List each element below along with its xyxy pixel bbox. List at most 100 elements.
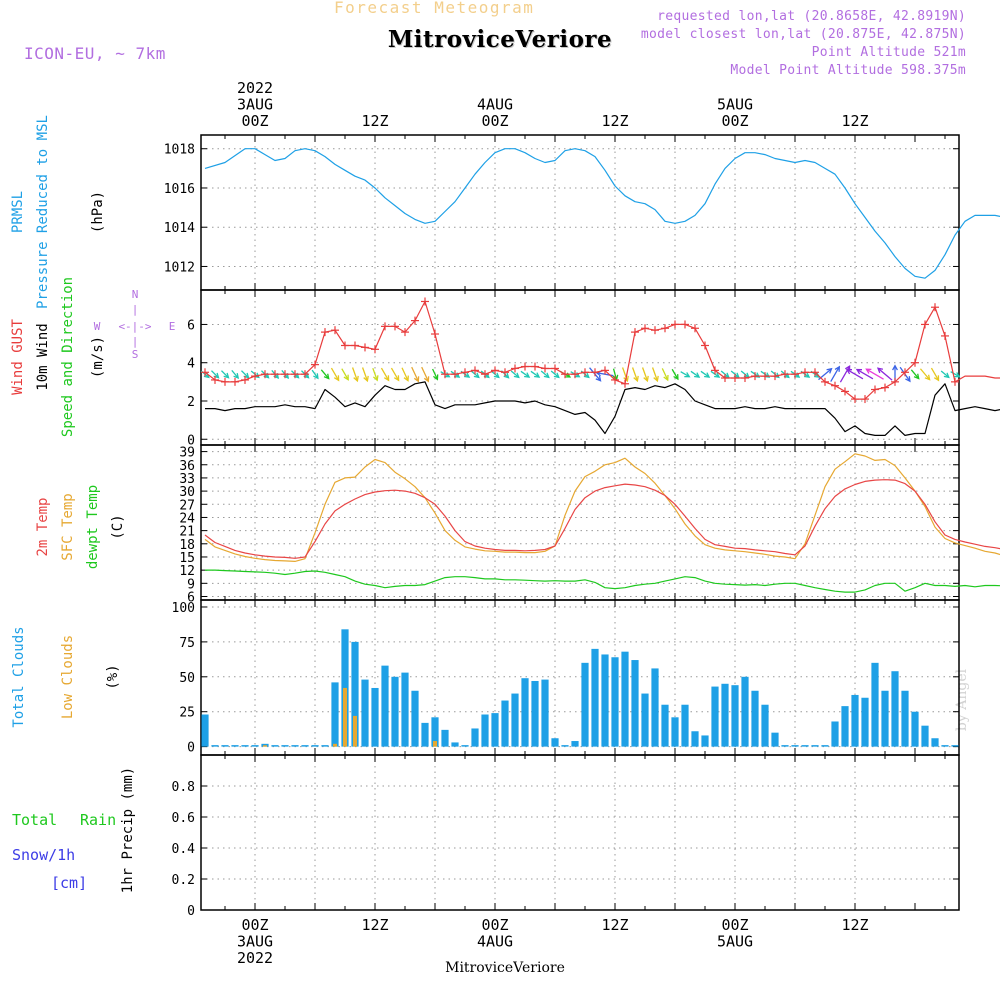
wind-gust-marker (371, 345, 379, 354)
wind-gust-marker (441, 370, 449, 379)
temp-2m-line (204, 479, 1000, 559)
wind-gust-marker (721, 374, 729, 383)
total-clouds-bar (401, 672, 409, 747)
forecast-meteogram-label: Forecast Meteogram (334, 0, 535, 17)
total-clouds-bar (371, 687, 379, 747)
time-label-bottom: 00Z (481, 916, 508, 934)
model-point-altitude: Model Point Altitude 598.375m (730, 63, 966, 78)
wind-gust-marker (631, 328, 639, 337)
wind-gust-marker (831, 381, 839, 390)
wind-gust-marker (271, 370, 279, 379)
page-title: MitroviceVeriore (387, 26, 613, 53)
temperature-ylabel: SFC Temp (60, 493, 76, 560)
wind-direction-shaft (361, 367, 369, 382)
wind-ytick-label: 2 (187, 395, 195, 410)
wind-direction-arrow (651, 367, 659, 383)
compass-north: N (132, 288, 139, 301)
wind-direction-arrow (550, 370, 560, 379)
clouds-ylabel: Total Clouds (11, 626, 27, 727)
wind-panel: 0 2 4 6 Wind GUST 10m Wind Speed and Direction… (10, 277, 1000, 448)
wind-direction-head (714, 372, 721, 378)
temperature-ytick-label: 30 (179, 485, 195, 500)
wind-direction-shaft (856, 369, 874, 380)
pressure-ytick-label: 1014 (164, 221, 195, 236)
wind-direction-head (694, 372, 701, 378)
wind-direction-arrow (520, 370, 531, 378)
wind-direction-shaft (671, 368, 679, 380)
total-clouds-bar (421, 722, 429, 747)
wind-direction-head (845, 368, 853, 375)
compass-horizontal: <-|-> (118, 320, 151, 333)
total-clouds-bar (821, 745, 829, 747)
wind-direction-shaft (940, 370, 950, 378)
time-label-bottom: 12Z (841, 916, 868, 934)
total-clouds-bar (551, 738, 559, 747)
wind-gust-marker (251, 372, 259, 381)
wind-direction-arrow (910, 369, 920, 380)
wind-gust-marker (651, 326, 659, 335)
wind-gust-marker (421, 297, 429, 306)
sfc-temp-line (204, 453, 1000, 563)
wind-direction-arrow (919, 368, 931, 381)
total-clouds-bar (691, 731, 699, 747)
wind-direction-shaft (520, 370, 530, 378)
wind-direction-head (595, 375, 602, 382)
wind-direction-head (503, 372, 510, 379)
wind-gust-marker (211, 375, 219, 384)
wind-direction-shaft (311, 369, 319, 379)
wind-direction-arrow (320, 369, 330, 380)
low-clouds-bar (353, 715, 357, 747)
wind-direction-head (233, 372, 240, 380)
total-clouds-bar (621, 651, 629, 747)
wind-gust-marker (241, 375, 249, 384)
wind-direction-arrow (341, 368, 349, 381)
temperature-ytick-label: 24 (179, 511, 195, 526)
total-clouds-bar (301, 745, 309, 747)
total-clouds-bar (911, 711, 919, 747)
wind-gust-marker (561, 370, 569, 379)
total-clouds-bar (541, 679, 549, 747)
wind-direction-head (393, 375, 400, 382)
wind-direction-arrow (390, 367, 400, 382)
wind-gust-marker (411, 316, 419, 325)
total-clouds-bar (481, 714, 489, 747)
total-clouds-bar (601, 654, 609, 747)
total-clouds-bar (761, 704, 769, 747)
wind-direction-head (313, 373, 319, 380)
wind-gust-marker (471, 366, 479, 375)
legend-snow: Snow/1h (12, 846, 75, 864)
wind-gust-marker (771, 372, 779, 381)
temperature-ytick-label: 9 (187, 577, 195, 592)
compass-south: S (132, 348, 139, 361)
temperature-ytick-label: 33 (179, 472, 195, 487)
compass-vertical-bottom: | (132, 335, 139, 348)
total-clouds-bar (941, 745, 949, 747)
wind-direction-head (684, 372, 691, 378)
time-label-bottom: 12Z (601, 916, 628, 934)
total-clouds-bar (641, 693, 649, 747)
time-label-top: 00Z (241, 112, 268, 130)
precipitation-panel: 0 0.2 0.4 0.6 0.8 Total Rain Snow/1h [cm] 1hr Pre… (12, 754, 960, 919)
total-clouds-bar (251, 745, 259, 747)
time-label-bottom: 5AUG (717, 933, 753, 951)
wind-direction-shaft (700, 370, 710, 378)
wind-direction-arrow (700, 370, 711, 378)
wind-gust-marker (641, 324, 649, 333)
wind-gust-marker (451, 370, 459, 379)
pressure-ylabel: (hPa) (90, 191, 106, 233)
time-label-top: 00Z (721, 112, 748, 130)
time-label-top: 2022 (237, 79, 273, 97)
total-clouds-bar (291, 745, 299, 747)
wind-direction-shaft (877, 367, 893, 381)
wind-gust-marker (941, 331, 949, 340)
wind-direction-shaft (211, 370, 219, 379)
wind-gust-marker (201, 368, 209, 377)
wind-direction-shaft (320, 369, 330, 379)
total-clouds-bar (331, 682, 339, 747)
total-clouds-bar (531, 680, 539, 747)
wind-direction-shaft (401, 367, 409, 381)
total-clouds-bar (571, 741, 579, 747)
wind-gust-marker (501, 368, 509, 377)
total-clouds-bar (881, 690, 889, 747)
